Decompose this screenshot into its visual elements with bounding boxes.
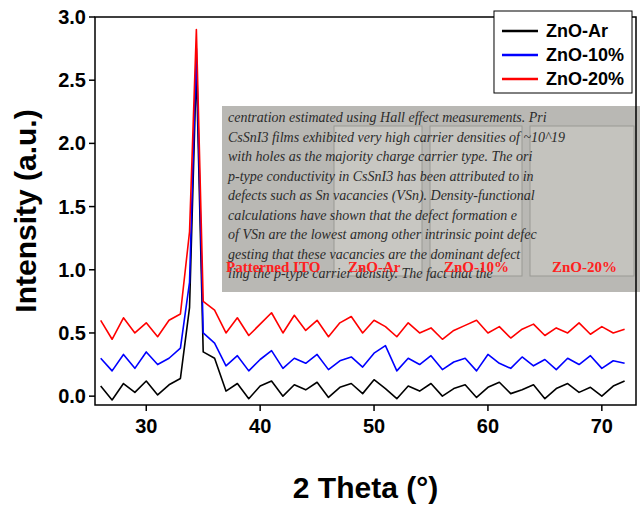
inset-text: with holes as the majority charge carrie… [228, 149, 532, 164]
y-tick-label: 2.0 [58, 132, 86, 154]
legend-box [494, 11, 632, 93]
x-tick [259, 405, 261, 411]
y-tick-label: 0.5 [58, 322, 86, 344]
y-tick [89, 79, 95, 81]
x-tick-label: 40 [249, 415, 271, 437]
x-tick [146, 405, 148, 411]
y-tick-label: 2.5 [58, 69, 86, 91]
x-tick [487, 405, 489, 411]
x-tick-label: 70 [591, 415, 613, 437]
inset-label: ZnO-Ar [348, 259, 401, 275]
y-tick [89, 269, 95, 271]
legend-swatch [502, 54, 538, 57]
inset-text: defects such as Sn vacancies (VSn). Dens… [228, 188, 535, 204]
y-tick-label: 1.5 [58, 196, 86, 218]
legend-label: ZnO-10% [546, 45, 624, 65]
inset-text: centration estimated using Hall effect m… [228, 110, 547, 125]
x-tick-label: 60 [477, 415, 499, 437]
y-tick [89, 395, 95, 397]
y-tick-label: 1.0 [58, 259, 86, 281]
inset: centration estimated using Hall effect m… [222, 106, 640, 292]
legend-label: ZnO-Ar [546, 21, 608, 41]
y-tick [89, 332, 95, 334]
x-tick [373, 405, 375, 411]
x-axis-title: 2 Theta (°) [293, 471, 438, 504]
legend-label: ZnO-20% [546, 69, 624, 89]
inset-text: of VSn are the lowest among other intrin… [228, 227, 537, 242]
x-tick [601, 405, 603, 411]
y-axis-title: Intensity (a.u.) [9, 109, 42, 312]
legend-swatch [502, 30, 538, 33]
y-tick-label: 3.0 [58, 6, 86, 28]
inset-text-group: centration estimated using Hall effect m… [227, 110, 565, 281]
legend-swatch [502, 78, 538, 81]
inset-text: CsSnI3 films exhibited very high carrier… [228, 130, 565, 145]
x-tick-label: 30 [135, 415, 157, 437]
inset-label: ZnO-20% [552, 259, 617, 275]
slide [530, 126, 634, 276]
inset-text: calculations have shown that the defect … [228, 208, 517, 223]
y-tick [89, 16, 95, 18]
inset-text: p-type conductivity in CsSnI3 has been a… [227, 169, 534, 184]
inset-photo [222, 106, 640, 292]
plot-frame [95, 17, 636, 405]
y-tick [89, 143, 95, 145]
inset-label: Patterned ITO [226, 259, 320, 275]
inset-label: ZnO-10% [444, 259, 509, 275]
x-tick-label: 50 [363, 415, 385, 437]
chart: centration estimated using Hall effect m… [0, 0, 643, 510]
y-tick [89, 206, 95, 208]
legend: ZnO-Ar ZnO-10% ZnO-20% [494, 11, 632, 93]
y-tick-label: 0.0 [58, 385, 86, 407]
